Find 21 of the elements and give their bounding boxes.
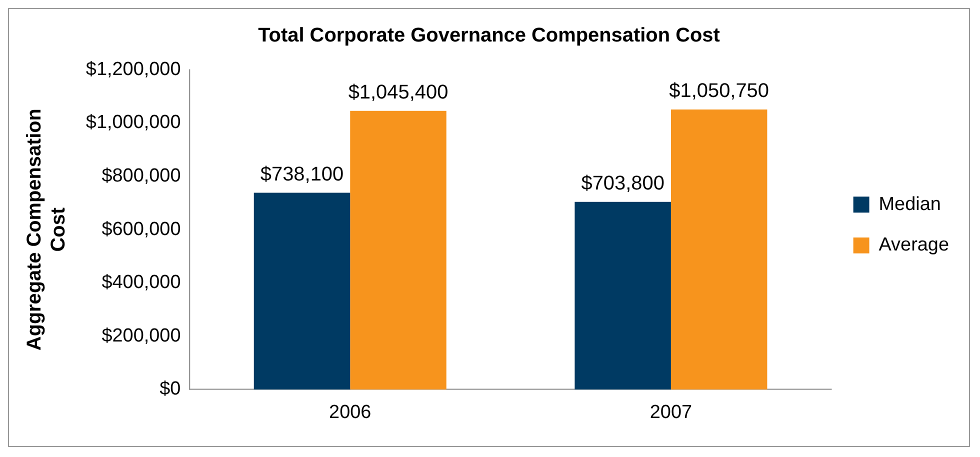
bar (254, 192, 350, 390)
y-tick-label: $1,000,000 (86, 112, 181, 134)
y-tick-label: $800,000 (102, 166, 181, 187)
bar (574, 202, 671, 390)
y-tick-label: $1,200,000 (86, 58, 181, 80)
y-tick-label: $600,000 (102, 218, 181, 240)
bar (670, 109, 768, 390)
legend-label: Median (878, 194, 941, 215)
data-label: $738,100 (260, 163, 344, 186)
y-tick-label: $200,000 (102, 325, 181, 346)
data-label: $1,045,400 (348, 82, 448, 104)
legend-label: Average (878, 234, 949, 256)
y-tick-label: $400,000 (102, 272, 181, 294)
bar (350, 110, 446, 390)
x-tick-label: 2006 (329, 402, 372, 423)
y-tick-label: $0 (160, 378, 181, 400)
chart-title: Total Corporate Governance Compensation Cost (258, 24, 720, 46)
x-tick-label: 2007 (650, 402, 692, 423)
y-axis-title: Aggregate Compensation Cost (23, 108, 70, 351)
data-label: $703,800 (581, 172, 664, 194)
data-label: $1,050,750 (669, 80, 769, 102)
